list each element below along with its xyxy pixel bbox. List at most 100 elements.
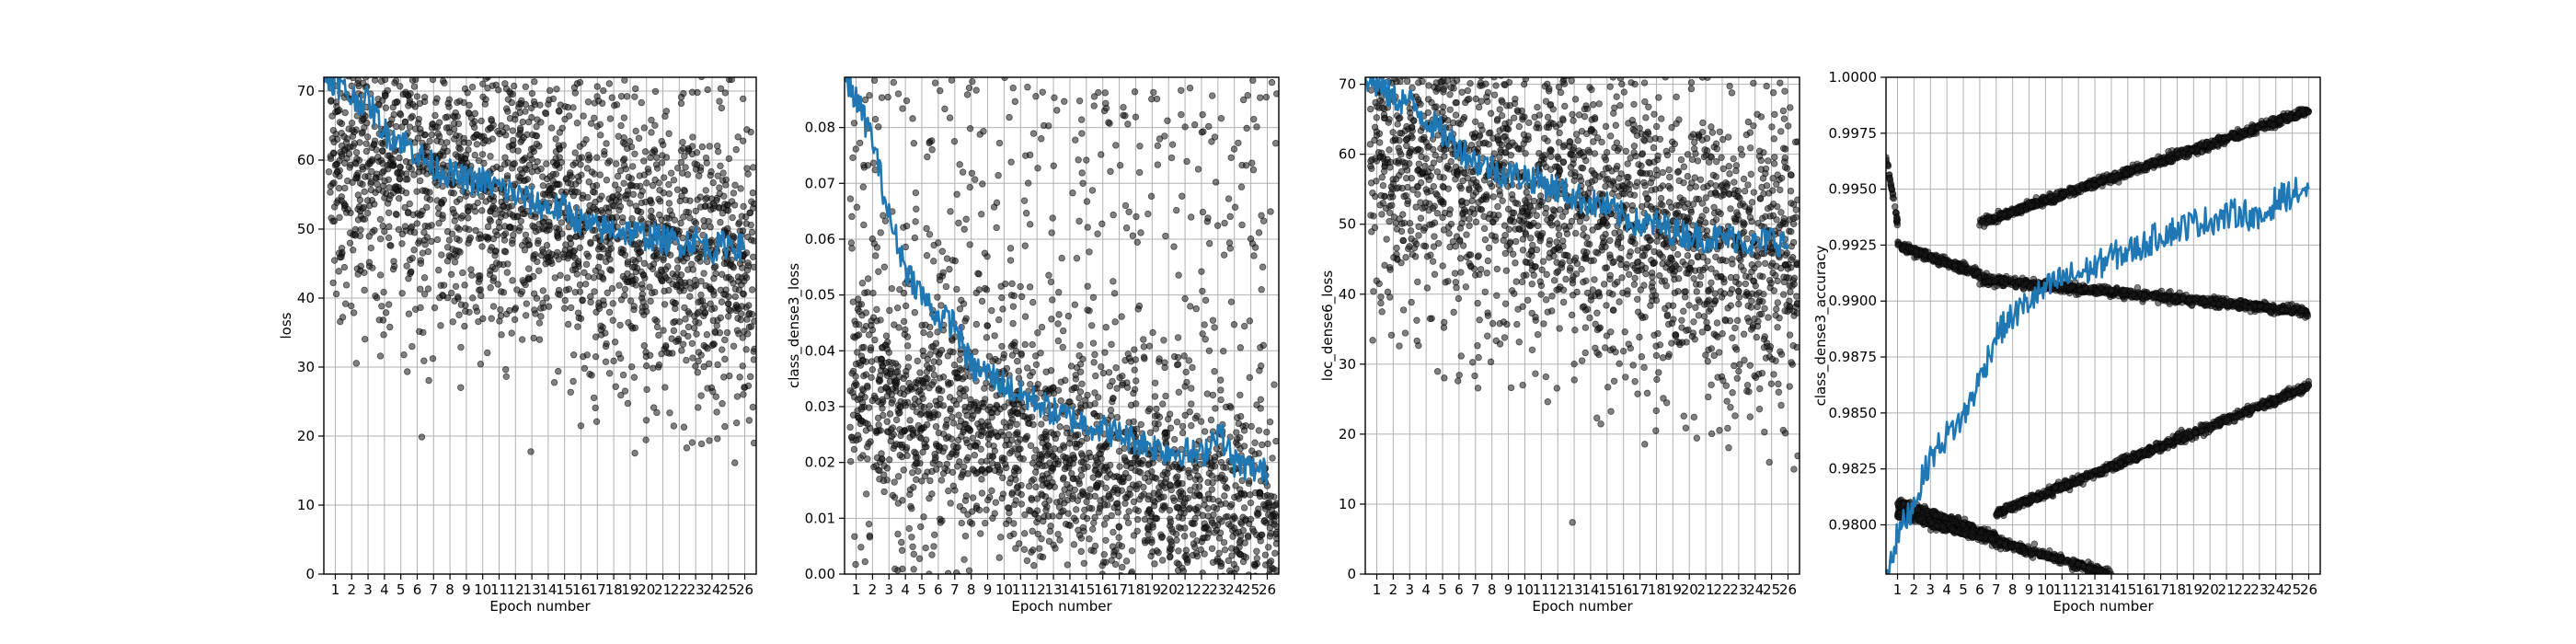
scatter-point bbox=[556, 129, 564, 136]
scatter-point bbox=[649, 181, 657, 190]
scatter-point bbox=[748, 286, 756, 293]
scatter-point bbox=[1011, 464, 1019, 472]
scatter-point bbox=[621, 285, 629, 293]
scatter-point bbox=[1402, 136, 1410, 144]
scatter-point bbox=[1060, 474, 1067, 482]
scatter-point bbox=[862, 427, 870, 434]
scatter-point bbox=[936, 276, 944, 284]
scatter-point bbox=[1021, 511, 1029, 519]
scatter-point bbox=[734, 133, 742, 141]
scatter-point bbox=[952, 569, 960, 574]
scatter-point bbox=[1065, 440, 1074, 447]
scatter-point bbox=[388, 162, 397, 169]
scatter-point bbox=[716, 184, 723, 191]
scatter-point bbox=[624, 399, 632, 408]
scatter-point bbox=[686, 293, 694, 300]
scatter-point bbox=[587, 293, 594, 301]
scatter-point bbox=[643, 385, 650, 394]
scatter-point bbox=[717, 85, 725, 92]
scatter-point bbox=[881, 217, 890, 224]
scatter-point bbox=[911, 308, 919, 316]
scatter-point bbox=[410, 229, 419, 236]
scatter-point bbox=[992, 499, 1000, 506]
scatter-point bbox=[941, 105, 949, 113]
scatter-point bbox=[423, 143, 431, 151]
scatter-point bbox=[928, 364, 937, 373]
scatter-point bbox=[718, 104, 726, 112]
scatter-point bbox=[972, 320, 981, 328]
scatter-point bbox=[619, 56, 626, 63]
scatter-point bbox=[722, 286, 730, 293]
scatter-point bbox=[1179, 192, 1186, 200]
scatter-point bbox=[1076, 341, 1084, 350]
scatter-point bbox=[533, 294, 541, 302]
scatter-point bbox=[1090, 519, 1098, 527]
scatter-point bbox=[1404, 197, 1412, 205]
scatter-point bbox=[1232, 482, 1239, 489]
scatter-point bbox=[416, 212, 424, 219]
scatter-point bbox=[1172, 530, 1180, 538]
scatter-point bbox=[569, 351, 578, 359]
scatter-point bbox=[934, 328, 941, 336]
scatter-point bbox=[569, 377, 577, 385]
scatter-point bbox=[912, 218, 919, 225]
scatter-point bbox=[1399, 77, 1407, 80]
scatter-point bbox=[426, 196, 434, 203]
scatter-point bbox=[860, 343, 868, 351]
scatter-point bbox=[503, 269, 512, 276]
scatter-point bbox=[995, 554, 1003, 561]
scatter-point bbox=[985, 466, 994, 473]
scatter-point bbox=[653, 408, 661, 417]
scatter-point bbox=[613, 160, 620, 167]
scatter-point bbox=[655, 361, 663, 369]
x-tick-label: 6 bbox=[934, 581, 943, 598]
scatter-point bbox=[1038, 455, 1045, 464]
scatter-point bbox=[928, 551, 936, 558]
scatter-point bbox=[410, 69, 417, 75]
scatter-point bbox=[1129, 232, 1137, 239]
scatter-point bbox=[1204, 490, 1213, 498]
scatter-point bbox=[715, 63, 721, 70]
scatter-point bbox=[1192, 549, 1201, 558]
scatter-point bbox=[1209, 478, 1216, 487]
scatter-point bbox=[709, 388, 717, 396]
scatter-point bbox=[1110, 290, 1119, 297]
scatter-point bbox=[1148, 538, 1156, 546]
scatter-point bbox=[567, 388, 574, 396]
scatter-point bbox=[1185, 469, 1192, 477]
scatter-point bbox=[1240, 322, 1248, 330]
scatter-point bbox=[385, 223, 393, 231]
scatter-point bbox=[989, 514, 996, 522]
scatter-point bbox=[1070, 541, 1078, 548]
scatter-point bbox=[1366, 141, 1374, 148]
scatter-point bbox=[892, 416, 901, 424]
scatter-point bbox=[953, 190, 960, 198]
scatter-point bbox=[743, 316, 751, 323]
scatter-point bbox=[631, 449, 638, 457]
scatter-point bbox=[1409, 250, 1416, 259]
scatter-point bbox=[849, 298, 857, 305]
scatter-point bbox=[1211, 463, 1219, 470]
scatter-point bbox=[960, 506, 967, 514]
scatter-point bbox=[565, 252, 573, 259]
scatter-point bbox=[1099, 369, 1108, 377]
scatter-point bbox=[688, 339, 696, 347]
scatter-point bbox=[955, 219, 962, 227]
scatter-point bbox=[475, 317, 482, 326]
scatter-point bbox=[1009, 319, 1017, 328]
scatter-point bbox=[1251, 439, 1259, 446]
scatter-point bbox=[510, 231, 517, 239]
y-tick-label: 0.03 bbox=[805, 398, 835, 415]
scatter-point bbox=[871, 395, 880, 402]
scatter-point bbox=[583, 165, 592, 172]
scatter-point bbox=[1118, 543, 1126, 550]
scatter-point bbox=[531, 101, 539, 109]
scatter-point bbox=[388, 116, 396, 123]
scatter-point bbox=[583, 250, 591, 258]
scatter-point bbox=[1250, 252, 1258, 259]
scatter-point bbox=[1259, 263, 1267, 270]
scatter-point bbox=[671, 300, 678, 307]
scatter-point bbox=[931, 456, 939, 464]
scatter-point bbox=[703, 331, 711, 339]
scatter-point bbox=[493, 259, 500, 267]
